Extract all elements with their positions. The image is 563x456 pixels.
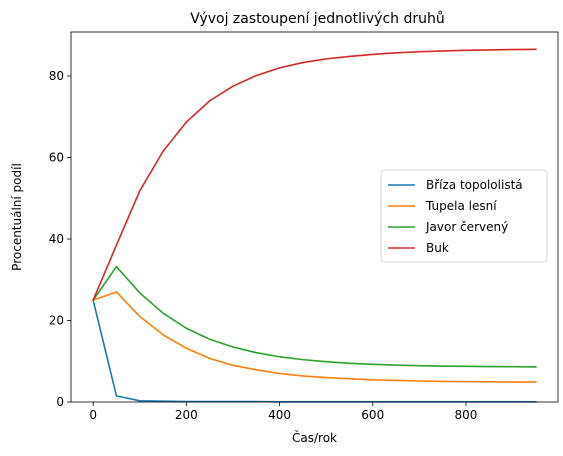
x-tick-label: 400 — [268, 408, 291, 422]
y-tick-label: 0 — [56, 395, 64, 409]
x-axis-label: Čas/rok — [292, 430, 337, 445]
chart-title: Vývoj zastoupení jednotlivých druhů — [190, 11, 445, 27]
x-tick-label: 0 — [89, 408, 97, 422]
series-line-3 — [92, 265, 537, 368]
y-axis-ticks: 0 20 40 60 80 — [49, 69, 71, 409]
legend-box — [380, 169, 548, 263]
y-tick-label: 80 — [49, 69, 64, 83]
legend: Bříza topololistá Tupela lesní Javor červe… — [380, 169, 548, 263]
x-tick-label: 600 — [361, 408, 384, 422]
legend-label: Javor červený — [425, 220, 508, 234]
legend-label: Buk — [426, 241, 449, 255]
y-axis-label: Procentuální podíl — [10, 163, 24, 271]
legend-label: Tupela lesní — [425, 199, 497, 213]
axes-frame — [70, 31, 559, 403]
y-tick-label: 60 — [49, 151, 64, 165]
x-tick-label: 800 — [455, 408, 478, 422]
series-line-2 — [92, 291, 537, 383]
x-axis-ticks: 0 200 400 600 800 — [89, 402, 477, 422]
x-tick-label: 200 — [175, 408, 198, 422]
legend-label: Bříza topololistá — [426, 178, 523, 192]
series-line-4 — [92, 48, 537, 302]
y-tick-label: 40 — [49, 232, 64, 246]
y-tick-label: 20 — [49, 314, 64, 328]
